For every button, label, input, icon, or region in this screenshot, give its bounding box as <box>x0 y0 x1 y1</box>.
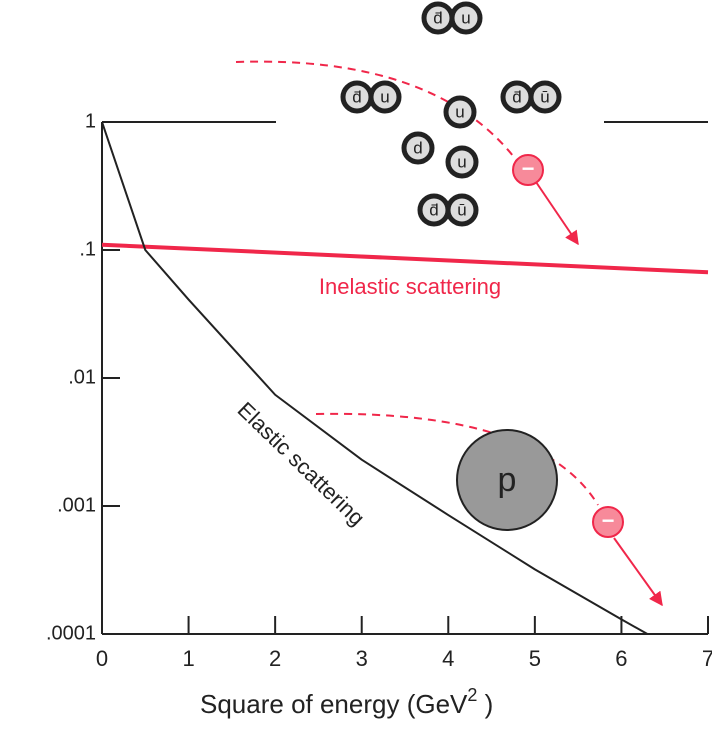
quark-label: d̄ <box>512 87 521 106</box>
quark <box>443 95 477 129</box>
x-tick-label: 7 <box>702 646 712 671</box>
x-axis-label-close: ) <box>477 689 493 719</box>
x-tick-label: 4 <box>442 646 454 671</box>
quark-label: d <box>413 138 422 157</box>
quark-label: u <box>380 87 389 106</box>
series-label: Inelastic scattering <box>319 274 501 299</box>
x-axis-label-text: Square of energy (GeV <box>200 689 468 719</box>
proton-label: p <box>498 461 517 499</box>
quark-label: u <box>455 102 464 121</box>
x-tick-label: 0 <box>96 646 108 671</box>
quark <box>401 131 435 165</box>
quark <box>368 80 402 114</box>
proton <box>456 429 558 531</box>
quark-label: u <box>461 8 470 27</box>
y-tick-label: .001 <box>57 494 96 516</box>
x-axis-label-sup: 2 <box>467 685 477 705</box>
y-tick-label: .01 <box>68 366 96 388</box>
electron <box>512 154 544 186</box>
series-label: Elastic scattering <box>233 397 370 531</box>
electron-label: − <box>522 156 535 181</box>
electron <box>592 506 624 538</box>
quark <box>528 80 562 114</box>
series-line <box>101 242 709 275</box>
x-tick-label: 1 <box>182 646 194 671</box>
quark <box>445 145 479 179</box>
quark <box>445 193 479 227</box>
quark-label: ū <box>540 87 549 106</box>
x-tick-label: 2 <box>269 646 281 671</box>
x-axis-label: Square of energy (GeV2 ) <box>200 685 493 719</box>
x-tick-label: 5 <box>529 646 541 671</box>
quark-label: ū <box>457 200 466 219</box>
electron-arrow <box>613 537 663 607</box>
quark-label: d̄ <box>352 87 361 106</box>
quark-label: d̄ <box>433 8 442 27</box>
series-line <box>101 121 648 635</box>
x-tick-label: 6 <box>615 646 627 671</box>
y-tick-label: .0001 <box>46 622 96 644</box>
y-tick-label: 1 <box>85 110 96 132</box>
electron-label: − <box>602 508 615 533</box>
quark-label: d̄ <box>429 200 438 219</box>
quark <box>449 1 483 35</box>
y-tick-label: .1 <box>79 238 96 260</box>
electron-arrow <box>535 181 579 246</box>
x-tick-label: 3 <box>356 646 368 671</box>
electron-path <box>235 60 521 166</box>
quark-label: u <box>457 152 466 171</box>
